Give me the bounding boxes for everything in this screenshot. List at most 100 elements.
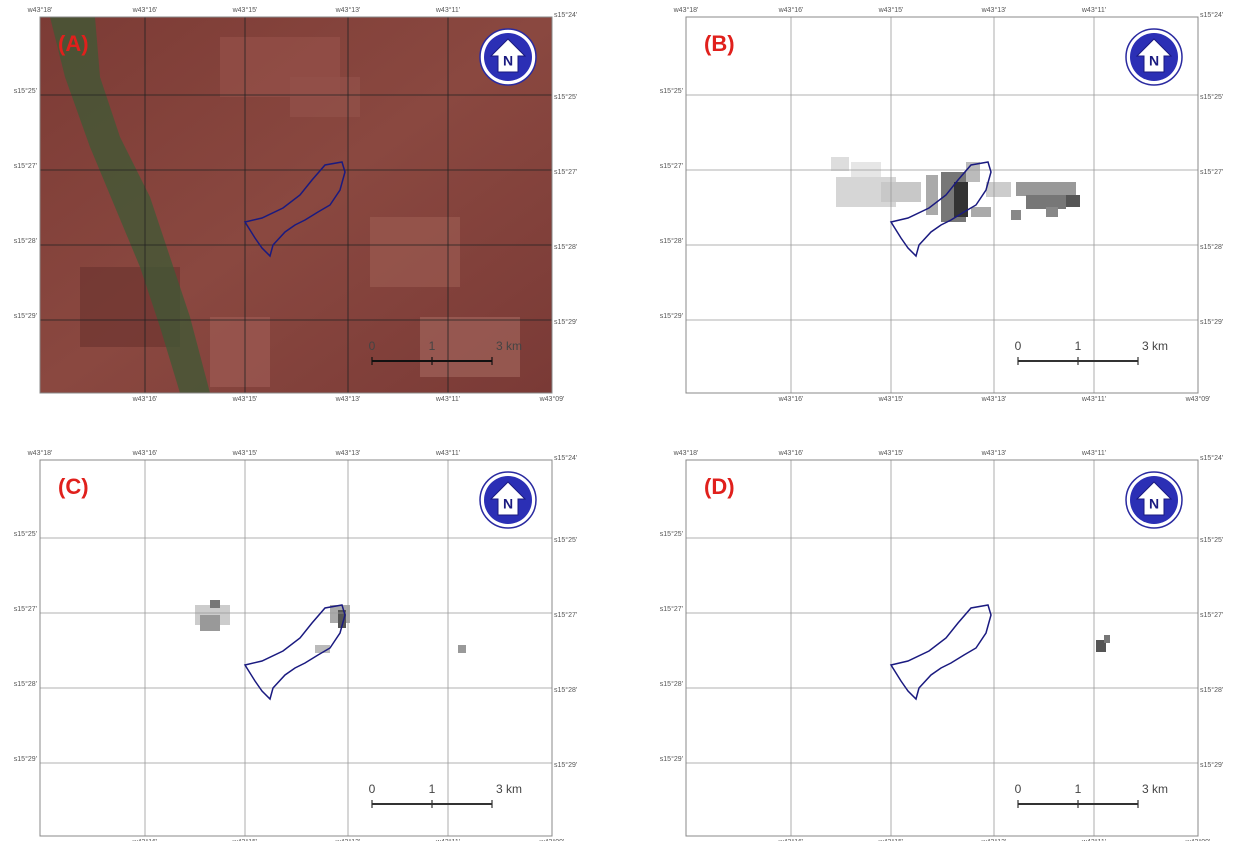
coordinate-label: s15°27' (14, 162, 37, 170)
coordinate-label: w43°18' (673, 6, 699, 14)
coordinate-label: w43°11' (1081, 449, 1106, 457)
coordinate-label: w43°16' (778, 838, 804, 841)
coordinate-label: s15°28' (1200, 686, 1223, 694)
probability-pixel (1104, 635, 1110, 643)
coordinate-label: s15°28' (1200, 243, 1223, 251)
scale-label: 1 (429, 339, 436, 353)
scale-label: 0 (369, 339, 376, 353)
probability-pixel (458, 645, 466, 653)
coordinate-label: w43°11' (1081, 395, 1106, 403)
scale-label: 1 (429, 782, 436, 796)
probability-pixel (971, 207, 991, 217)
coordinate-label: s15°25' (14, 530, 37, 538)
coordinate-label: s15°29' (660, 312, 683, 320)
scale-label: 3 km (496, 782, 522, 796)
coordinate-label: w43°11' (1081, 6, 1106, 14)
coordinate-label: s15°27' (1200, 168, 1223, 176)
panel-label: (D) (704, 474, 735, 499)
coordinate-label: w43°13' (335, 449, 361, 457)
map-frame (685, 459, 1199, 837)
map-panel: (C) w43°18' w43°16' w43°15' w43°13' w43°11' s1… (14, 449, 577, 841)
coordinate-label: s15°25' (1200, 93, 1223, 101)
scale-label: 0 (369, 782, 376, 796)
north-label: N (1149, 53, 1159, 69)
map-panel: (D) w43°18' w43°16' w43°15' w43°13' w43°11' s1… (660, 449, 1223, 841)
coordinate-label: s15°28' (14, 237, 37, 245)
coordinate-label: s15°25' (660, 87, 683, 95)
panel-label: (B) (704, 31, 735, 56)
coordinate-label: s15°27' (554, 168, 577, 176)
north-arrow (489, 481, 527, 516)
map-frame (39, 16, 553, 394)
north-arrow (1135, 481, 1173, 516)
coordinate-label: w43°16' (132, 6, 158, 14)
coordinate-label: w43°13' (981, 449, 1007, 457)
field-patch (290, 77, 360, 117)
coordinate-label: w43°16' (778, 449, 804, 457)
coordinate-label: s15°29' (14, 312, 37, 320)
probability-pixel (1011, 210, 1021, 220)
coordinate-label: s15°27' (1200, 611, 1223, 619)
scale-label: 3 km (1142, 782, 1168, 796)
river-vegetation (50, 17, 210, 393)
coordinate-label: s15°24' (1200, 454, 1223, 462)
coordinate-label: w43°15' (232, 6, 258, 14)
coordinate-label: w43°13' (335, 395, 361, 403)
coordinate-label: w43°13' (981, 838, 1007, 841)
coordinate-label: w43°18' (673, 449, 699, 457)
coordinate-label: w43°16' (132, 449, 158, 457)
north-arrow (1135, 38, 1173, 73)
coordinate-label: w43°13' (335, 838, 361, 841)
coordinate-label: w43°15' (878, 6, 904, 14)
coordinate-label: s15°25' (14, 87, 37, 95)
coordinate-label: w43°18' (27, 449, 53, 457)
probability-pixel (338, 610, 346, 628)
north-label: N (1149, 496, 1159, 512)
coordinate-label: w43°16' (132, 395, 158, 403)
probability-pixel (954, 182, 968, 217)
coordinate-label: w43°09' (1185, 838, 1211, 841)
probability-pixel (926, 175, 938, 215)
panel-label: (C) (58, 474, 89, 499)
probability-pixel (986, 182, 1011, 197)
map-panel: (B) w43°18' w43°16' w43°15' w43°13' w43°11' s1… (660, 6, 1223, 403)
panel-label: (A) (58, 31, 89, 56)
probability-pixel (851, 162, 881, 180)
probability-pixel (881, 182, 921, 202)
north-arrow (489, 38, 527, 73)
coordinate-label: w43°11' (435, 6, 460, 14)
coordinate-label: s15°25' (1200, 536, 1223, 544)
map-panel: (A) w43°18' w43°16' w43°15' w43°13' w43°11' s1… (14, 6, 577, 403)
coordinate-label: w43°11' (435, 449, 460, 457)
probability-pixel (1066, 195, 1080, 207)
coordinate-label: w43°15' (232, 395, 258, 403)
coordinate-label: w43°15' (878, 395, 904, 403)
coordinate-label: w43°09' (539, 395, 565, 403)
coordinate-label: s15°28' (14, 680, 37, 688)
scale-label: 3 km (496, 339, 522, 353)
map-frame (685, 16, 1199, 394)
coordinate-label: s15°24' (554, 454, 577, 462)
coordinate-label: w43°15' (878, 449, 904, 457)
study-area-outline (889, 161, 992, 258)
map-background (686, 460, 1198, 836)
map-frame (39, 459, 553, 837)
coordinate-label: s15°29' (1200, 318, 1223, 326)
coordinate-label: s15°28' (660, 680, 683, 688)
coordinate-label: w43°16' (778, 395, 804, 403)
field-patch (370, 217, 460, 287)
probability-pixel (831, 157, 849, 171)
probability-pixel (1096, 640, 1106, 652)
coordinate-label: s15°27' (554, 611, 577, 619)
study-area-outline (243, 161, 346, 258)
probability-pixel (1026, 195, 1066, 209)
coordinate-label: w43°11' (435, 838, 460, 841)
coordinate-label: s15°24' (554, 11, 577, 19)
coordinate-label: w43°11' (1081, 838, 1106, 841)
north-label: N (503, 53, 513, 69)
probability-pixel (315, 645, 330, 653)
map-background (40, 460, 552, 836)
coordinate-label: w43°09' (1185, 395, 1211, 403)
coordinate-label: s15°29' (554, 318, 577, 326)
probability-pixel (200, 615, 220, 631)
